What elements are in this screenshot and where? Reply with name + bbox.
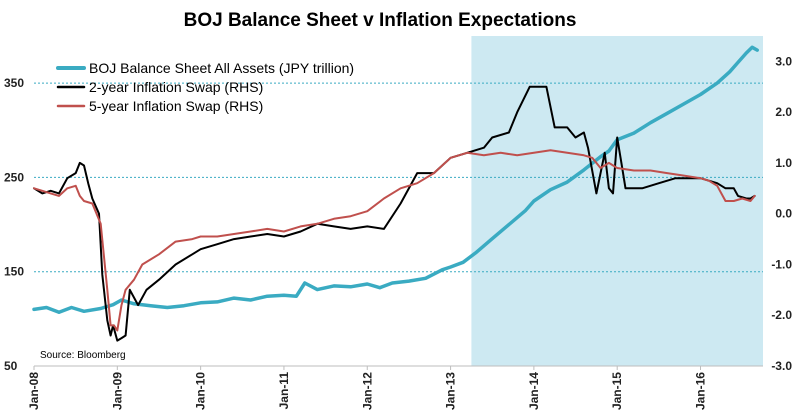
x-tick-label: Jan-12 [360,372,374,410]
right-tick-label: 2.0 [775,105,792,119]
x-tick-label: Jan-15 [610,372,624,410]
legend-label-1: BOJ Balance Sheet All Assets (JPY trilli… [89,60,354,76]
shaded-region-group [471,36,763,366]
left-tick-label: 50 [4,359,18,373]
right-tick-label: -3.0 [771,359,792,373]
x-tick-label: Jan-10 [194,372,208,410]
right-axis-ticks: -3.0 -2.0 -1.0 0.0 1.0 2.0 3.0 [771,54,792,373]
x-tick-label: Jan-13 [444,372,458,410]
series-line-1 [32,45,759,315]
series-line-3 [33,149,756,332]
right-tick-label: 3.0 [775,54,792,68]
right-tick-label: -2.0 [771,308,792,322]
legend: BOJ Balance Sheet All Assets (JPY trilli… [56,60,354,114]
left-tick-label: 150 [4,265,24,279]
shaded-region [471,36,763,366]
right-tick-label: -1.0 [771,257,792,271]
x-tick-label: Jan-09 [110,372,124,410]
x-tick-label: Jan-16 [694,372,708,410]
right-tick-label: 1.0 [775,156,792,170]
legend-label-3: 5-year Inflation Swap (RHS) [89,98,263,114]
legend-label-2: 2-year Inflation Swap (RHS) [89,79,263,95]
left-tick-label: 350 [4,76,24,90]
x-axis-ticks: Jan-08 Jan-09 Jan-10 Jan-11 Jan-12 Jan-13 Jan-… [27,366,708,410]
right-tick-label: 0.0 [775,207,792,221]
x-tick-label: Jan-14 [527,372,541,410]
series-group [32,45,759,342]
left-tick-label: 250 [4,170,24,184]
series-line-2 [33,85,756,342]
x-tick-label: Jan-08 [27,372,41,410]
gridlines-group [34,82,763,273]
x-tick-label: Jan-11 [277,372,291,410]
left-axis-ticks: 50 150 250 350 [4,76,24,373]
chart-title: BOJ Balance Sheet v Inflation Expectatio… [184,10,577,31]
source-note: Source: Bloomberg [40,350,126,361]
